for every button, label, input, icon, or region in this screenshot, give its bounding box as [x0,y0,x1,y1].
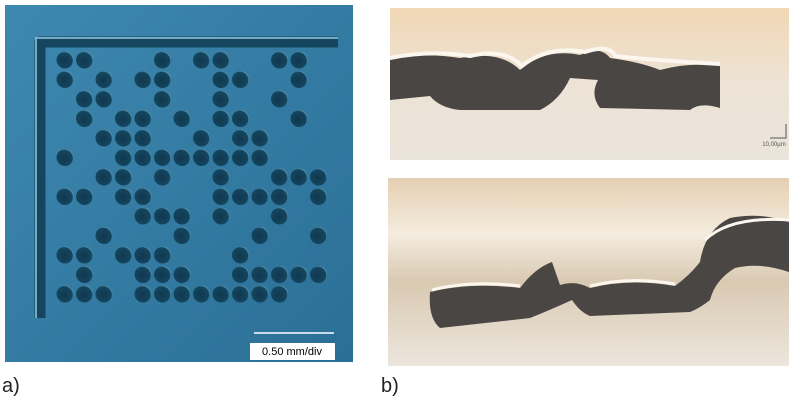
dot [154,169,171,186]
dot [291,266,308,283]
dot [310,169,327,186]
dot [154,52,171,69]
dot [213,71,230,88]
dot [232,188,249,205]
dot [213,188,230,205]
dot [310,266,327,283]
dot [174,208,191,225]
dot [76,247,93,264]
dot [213,169,230,186]
dot [252,286,269,303]
dot [96,91,113,108]
dot [154,91,171,108]
dot [252,188,269,205]
dot [57,286,74,303]
dot [96,286,113,303]
dot [271,266,288,283]
dot [76,266,93,283]
dot [232,247,249,264]
dot [193,286,210,303]
dot [135,286,152,303]
dot [252,130,269,147]
dot [135,149,152,166]
panel-a: 0.50 mm/div a) [2,5,353,397]
dot [174,227,191,244]
dot [232,130,249,147]
dot [96,227,113,244]
dot [271,208,288,225]
dot [76,91,93,108]
dot [76,52,93,69]
dot [252,227,269,244]
dot [96,169,113,186]
dot [291,71,308,88]
dot [76,110,93,127]
dot [135,208,152,225]
dot [271,286,288,303]
dot [310,227,327,244]
dot [154,71,171,88]
dot [174,266,191,283]
dot [115,110,132,127]
dot [252,266,269,283]
dot [57,149,74,166]
dot [271,52,288,69]
dot [213,52,230,69]
dot [193,149,210,166]
panel-label: a) [2,375,20,397]
dot [310,188,327,205]
dot [135,130,152,147]
dot [291,52,308,69]
dot [232,71,249,88]
dot [213,110,230,127]
scale-label: 0.50 mm/div [262,346,322,358]
dot [174,286,191,303]
dot [135,110,152,127]
dot [135,71,152,88]
dot [232,266,249,283]
dot [154,208,171,225]
dot [57,188,74,205]
dot [115,188,132,205]
dot [174,149,191,166]
dot [57,52,74,69]
dot [232,110,249,127]
dot [57,71,74,88]
dot [213,286,230,303]
dot [271,169,288,186]
dot [271,91,288,108]
dot [135,266,152,283]
dot [252,149,269,166]
dot [57,247,74,264]
dot [115,247,132,264]
dot [115,130,132,147]
dot [271,188,288,205]
dot [291,169,308,186]
dot [115,169,132,186]
dot [193,130,210,147]
figure: 0.50 mm/div a) 10,00µm b) [0,0,793,401]
dot [96,130,113,147]
dot [76,188,93,205]
dot [154,266,171,283]
panel-b: 10,00µm b) [381,8,789,397]
dot [232,286,249,303]
dot [154,286,171,303]
dot [96,71,113,88]
dot [213,208,230,225]
dot [213,149,230,166]
dot [213,91,230,108]
dot [154,149,171,166]
dot [154,247,171,264]
dot [76,286,93,303]
dot [174,110,191,127]
dot [115,149,132,166]
dot [193,52,210,69]
dot [232,149,249,166]
panel-label: b) [381,375,399,397]
dot [291,110,308,127]
dot [135,247,152,264]
scale-label: 10,00µm [762,142,785,148]
dot [135,188,152,205]
